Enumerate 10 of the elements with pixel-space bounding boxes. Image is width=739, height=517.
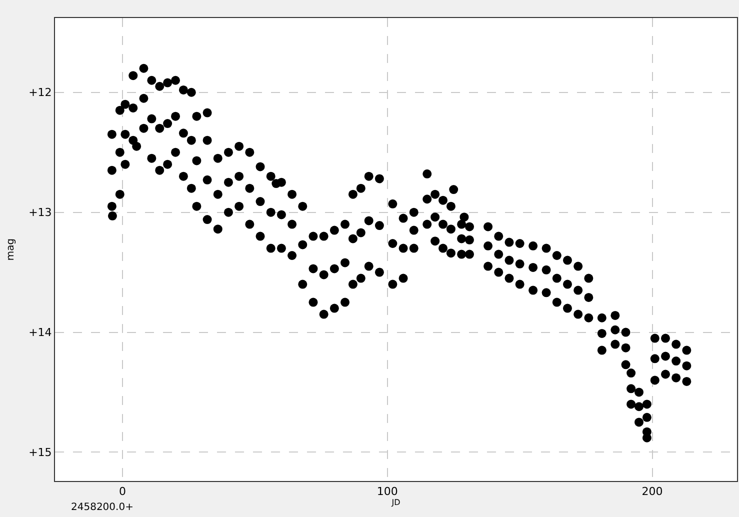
y-tick-label: +14 bbox=[28, 326, 52, 340]
x-tick-label: 200 bbox=[642, 485, 663, 498]
text: 2458200.0+ bbox=[71, 502, 134, 513]
x-tick-label: 100 bbox=[376, 485, 398, 498]
x-tick-label: 0 bbox=[119, 485, 126, 498]
y-axis-title: mag bbox=[6, 238, 17, 261]
y-tick-label: +12 bbox=[28, 86, 52, 100]
y-tick-label: +13 bbox=[28, 206, 52, 220]
y-tick-label: +15 bbox=[28, 446, 52, 460]
x-axis-title: JD bbox=[390, 498, 400, 508]
